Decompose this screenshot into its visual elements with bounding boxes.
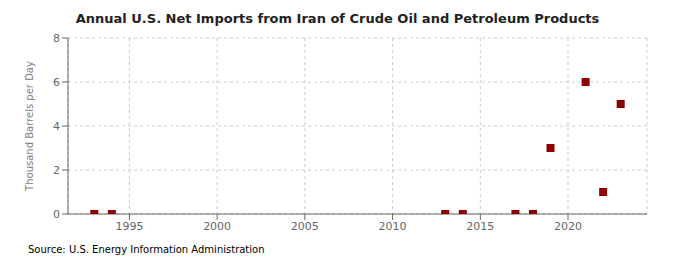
- svg-text:2000: 2000: [203, 220, 231, 233]
- svg-text:6: 6: [53, 76, 60, 89]
- svg-text:2020: 2020: [554, 220, 582, 233]
- svg-text:4: 4: [53, 120, 60, 133]
- svg-text:0: 0: [53, 208, 60, 221]
- svg-text:Thousand Barrels per Day: Thousand Barrels per Day: [24, 61, 35, 192]
- html-text:Source: U.S. Energy Informatio: Source: U.S. Energy Information Administ…: [28, 244, 265, 255]
- svg-text:2010: 2010: [379, 220, 407, 233]
- html-text:Annual U.S. Net Imports from I: Annual U.S. Net Imports from Iran of Cru…: [75, 11, 600, 26]
- svg-text:8: 8: [53, 32, 60, 45]
- svg-text:2015: 2015: [466, 220, 494, 233]
- svg-text:2: 2: [53, 164, 60, 177]
- svg-text:2005: 2005: [291, 220, 319, 233]
- svg-text:1995: 1995: [115, 220, 143, 233]
